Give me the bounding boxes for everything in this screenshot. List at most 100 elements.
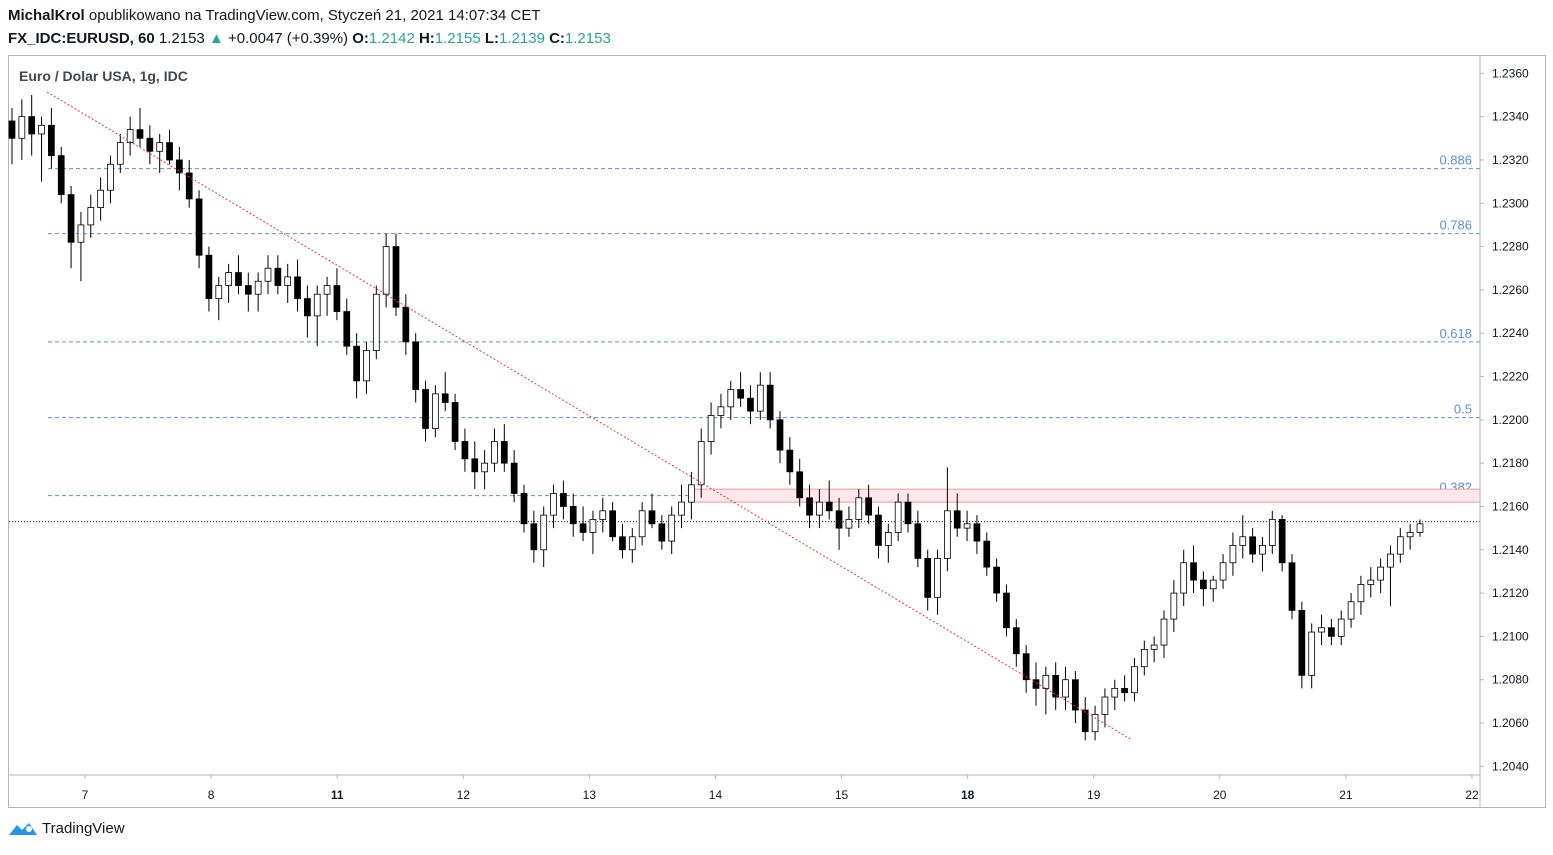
candle-body	[786, 449, 794, 473]
candle-body	[412, 341, 420, 390]
candle-body	[1239, 536, 1247, 546]
candle-body	[1347, 601, 1355, 620]
brand-name[interactable]: TradingView	[42, 820, 125, 837]
candle-body	[825, 501, 833, 512]
y-tick-label: 1.2080	[1492, 673, 1529, 687]
candle-body	[1200, 579, 1207, 590]
candle-body	[1160, 618, 1168, 646]
close-label: C:	[549, 30, 565, 47]
y-tick-label: 1.2140	[1492, 543, 1529, 557]
candle-body	[491, 441, 498, 464]
candle-body	[717, 406, 725, 416]
author-name[interactable]: MichalKrol	[8, 7, 85, 24]
y-tick-label: 1.2280	[1492, 240, 1529, 254]
candle-body	[707, 415, 715, 442]
candle-body	[235, 272, 242, 286]
candle-body	[835, 510, 843, 529]
y-tick-label: 1.2060	[1492, 716, 1529, 730]
candle-body	[550, 493, 557, 516]
candle-body	[747, 397, 754, 412]
candle-body	[894, 501, 902, 533]
candle-body	[333, 285, 341, 312]
candle-body	[126, 129, 134, 144]
candle-body	[422, 389, 429, 429]
candle-body	[1416, 523, 1424, 533]
candle-body	[8, 120, 16, 139]
candle-body	[1072, 679, 1079, 711]
y-tick-label: 1.2220	[1492, 370, 1529, 384]
candle-body	[1278, 519, 1286, 564]
x-tick-label: 14	[709, 788, 723, 802]
candle-body	[934, 558, 941, 598]
candle-body	[914, 523, 922, 559]
candle-body	[1170, 592, 1178, 620]
candle-body	[146, 137, 154, 152]
high-label: H:	[418, 30, 435, 47]
price-change: +0.0047 (+0.39%)	[227, 30, 349, 47]
candle-body	[107, 163, 114, 191]
close-value: 1.2153	[564, 30, 611, 47]
candle-body	[402, 306, 410, 343]
candle-body	[865, 497, 872, 516]
y-tick-label: 1.2100	[1492, 629, 1529, 643]
publish-info: MichalKrol opublikowano na TradingView.c…	[8, 7, 541, 24]
candle-body	[195, 198, 203, 256]
candle-body	[756, 384, 764, 412]
candle-body	[294, 276, 301, 299]
candle-body	[274, 267, 282, 286]
y-tick-label: 1.2300	[1492, 196, 1529, 210]
candle-body	[599, 510, 607, 520]
candle-body	[1003, 592, 1010, 629]
chart-frame[interactable]	[8, 55, 1546, 808]
low-value: 1.2139	[499, 30, 545, 47]
trendline	[46, 91, 1133, 741]
candle-body	[432, 393, 439, 429]
candle-body	[363, 350, 370, 382]
candle-body	[136, 129, 144, 139]
candle-body	[284, 276, 292, 286]
candle-body	[1357, 584, 1365, 603]
candle-body	[766, 384, 774, 421]
candle-body	[1190, 562, 1197, 581]
candle-body	[619, 536, 626, 551]
candle-body	[185, 172, 193, 200]
candle-body	[1101, 696, 1109, 715]
candle-body	[944, 510, 951, 559]
candle-body	[776, 419, 784, 451]
y-tick-label: 1.2120	[1492, 586, 1529, 600]
high-value: 1.2155	[434, 30, 481, 47]
y-tick-label: 1.2260	[1492, 283, 1529, 297]
candle-body	[28, 116, 36, 135]
candle-body	[304, 298, 311, 317]
candle-body	[806, 497, 813, 516]
open-value: 1.2142	[368, 30, 415, 47]
candle-body	[560, 493, 567, 507]
candle-body	[1042, 674, 1050, 689]
candle-body	[737, 389, 744, 399]
candles	[8, 94, 1424, 741]
candle-body	[18, 116, 26, 139]
candle-body	[313, 293, 321, 317]
tradingview-logo-icon[interactable]	[8, 821, 38, 837]
candle-body	[589, 519, 597, 533]
candle-body	[609, 510, 616, 538]
x-tick-label: 22	[1465, 788, 1479, 802]
candle-body	[727, 389, 735, 408]
candle-body	[638, 510, 646, 538]
candle-body	[845, 519, 853, 529]
candle-body	[500, 441, 508, 464]
candle-body	[1180, 562, 1188, 594]
open-label: O:	[352, 30, 369, 47]
candle-body	[264, 267, 272, 282]
x-tick-label: 19	[1087, 788, 1101, 802]
y-tick-label: 1.2240	[1492, 326, 1529, 340]
last-price: 1.2153	[158, 30, 205, 47]
candle-body	[1111, 687, 1119, 698]
candle-body	[569, 506, 577, 525]
candle-body	[1259, 545, 1266, 555]
x-tick-label: 21	[1339, 788, 1353, 802]
axes: 1.2360 1.2340 1.2320 1.2300 1.2280 1.2260 1.22…	[9, 56, 1529, 807]
candle-body	[668, 514, 676, 542]
